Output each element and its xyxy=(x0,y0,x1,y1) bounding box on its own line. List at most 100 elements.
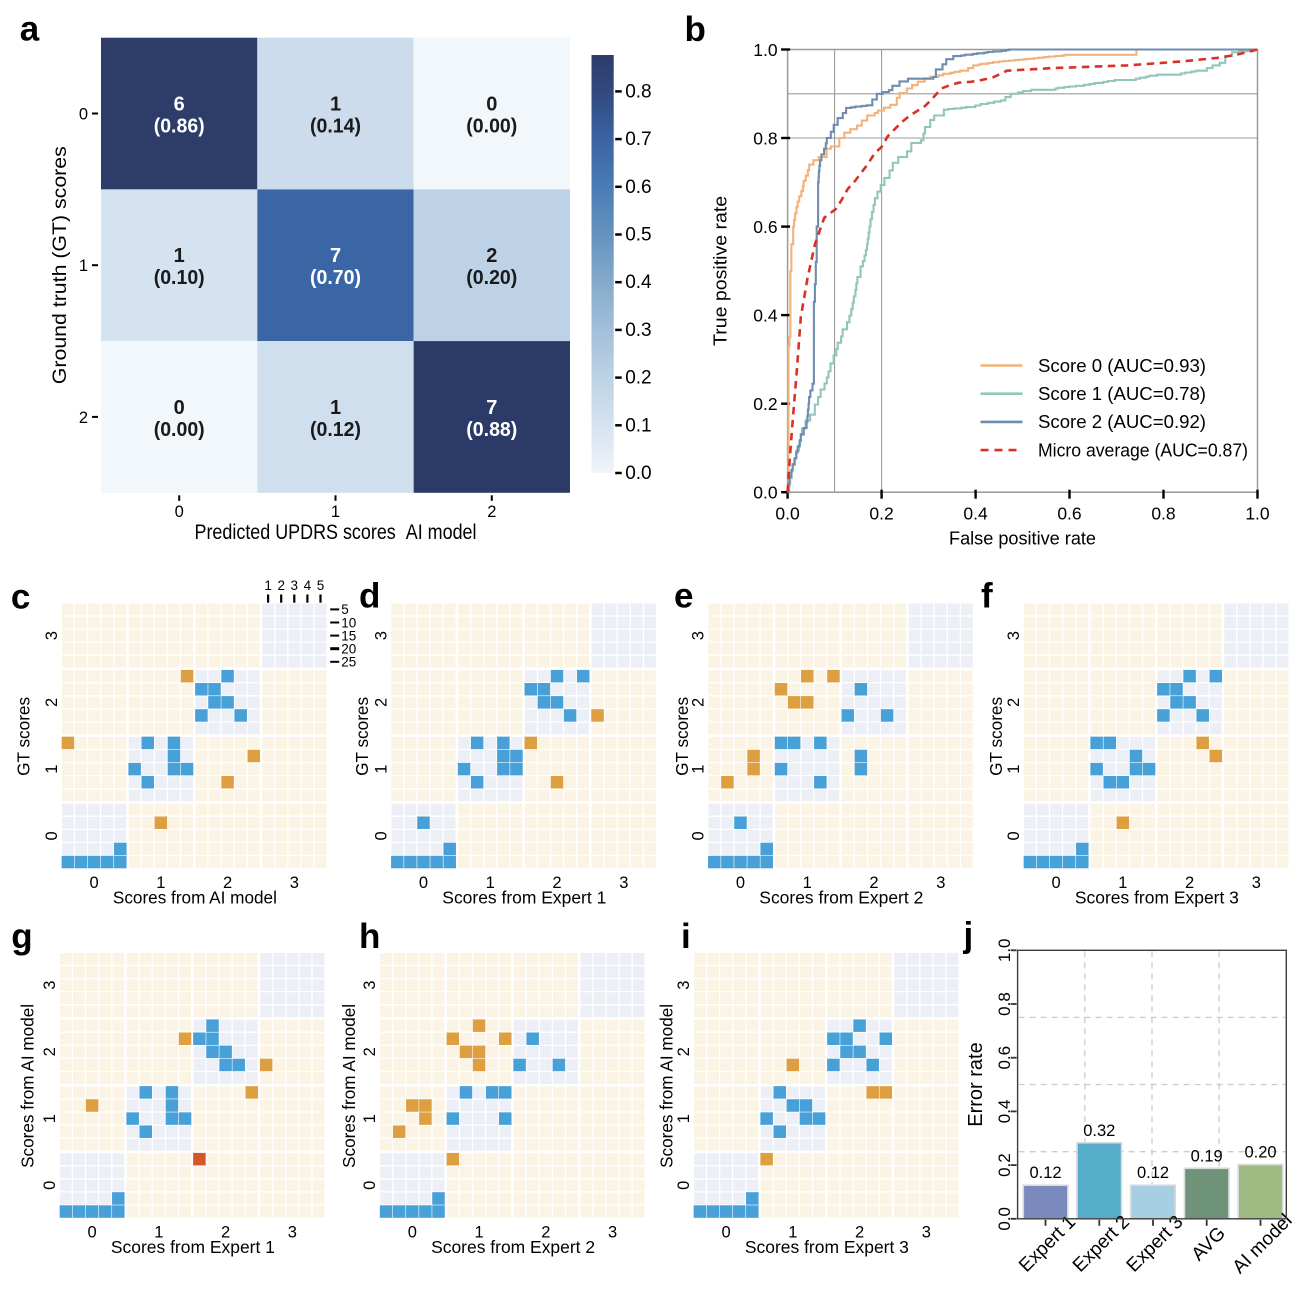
svg-text:(0.20): (0.20) xyxy=(466,267,517,289)
svg-text:2: 2 xyxy=(1185,874,1194,892)
svg-text:3: 3 xyxy=(372,631,390,640)
svg-text:1: 1 xyxy=(43,765,61,774)
svg-text:d: d xyxy=(359,577,380,616)
svg-text:0.4: 0.4 xyxy=(995,1100,1014,1124)
svg-text:2: 2 xyxy=(541,1224,550,1242)
svg-text:GT scores: GT scores xyxy=(986,697,1006,776)
svg-text:2: 2 xyxy=(869,874,878,892)
svg-text:0: 0 xyxy=(361,1181,379,1190)
svg-text:0.19: 0.19 xyxy=(1191,1147,1223,1165)
svg-text:i: i xyxy=(681,917,691,956)
svg-text:0: 0 xyxy=(689,831,707,840)
svg-text:20: 20 xyxy=(341,642,356,657)
svg-text:1: 1 xyxy=(361,1114,379,1123)
svg-text:3: 3 xyxy=(922,1224,931,1242)
svg-text:(0.14): (0.14) xyxy=(310,116,361,138)
svg-text:1: 1 xyxy=(330,94,341,116)
svg-text:e: e xyxy=(674,577,693,616)
svg-text:3: 3 xyxy=(608,1224,617,1242)
svg-text:0.0: 0.0 xyxy=(775,503,800,523)
svg-text:1: 1 xyxy=(331,503,340,521)
svg-text:0.3: 0.3 xyxy=(625,320,651,341)
svg-text:2: 2 xyxy=(689,698,707,707)
svg-text:Scores from Expert 1: Scores from Expert 1 xyxy=(111,1237,275,1257)
svg-text:3: 3 xyxy=(361,981,379,990)
svg-text:0.2: 0.2 xyxy=(995,1153,1014,1177)
svg-text:Scores from AI model: Scores from AI model xyxy=(657,1004,677,1168)
svg-text:(0.70): (0.70) xyxy=(310,267,361,289)
svg-text:2: 2 xyxy=(487,503,496,521)
svg-text:Score 2 (AUC=0.92): Score 2 (AUC=0.92) xyxy=(1038,412,1206,432)
svg-text:0.7: 0.7 xyxy=(625,129,651,150)
svg-text:0: 0 xyxy=(90,874,99,892)
svg-text:0.4: 0.4 xyxy=(625,272,652,293)
svg-text:2: 2 xyxy=(855,1224,864,1242)
svg-text:0: 0 xyxy=(722,1224,731,1242)
svg-text:0.32: 0.32 xyxy=(1083,1122,1115,1140)
svg-text:3: 3 xyxy=(1252,874,1261,892)
svg-text:2: 2 xyxy=(43,698,61,707)
svg-text:0: 0 xyxy=(736,874,745,892)
svg-text:15: 15 xyxy=(341,628,356,643)
svg-text:0.8: 0.8 xyxy=(1151,503,1175,523)
svg-text:5: 5 xyxy=(341,602,349,617)
svg-text:0.5: 0.5 xyxy=(625,225,651,246)
svg-text:3: 3 xyxy=(936,874,945,892)
svg-text:1: 1 xyxy=(675,1114,693,1123)
svg-text:GT scores: GT scores xyxy=(672,697,692,776)
svg-text:2: 2 xyxy=(675,1047,693,1056)
svg-text:1: 1 xyxy=(1118,874,1127,892)
svg-text:0: 0 xyxy=(79,106,88,124)
svg-text:0: 0 xyxy=(1005,831,1023,840)
svg-text:Score 1 (AUC=0.78): Score 1 (AUC=0.78) xyxy=(1038,384,1206,404)
svg-text:1.0: 1.0 xyxy=(753,40,778,60)
svg-text:0.0: 0.0 xyxy=(995,1207,1014,1231)
svg-text:(0.88): (0.88) xyxy=(466,419,517,441)
svg-text:2: 2 xyxy=(223,874,232,892)
svg-text:g: g xyxy=(11,917,32,956)
svg-text:3: 3 xyxy=(290,874,299,892)
svg-text:Error rate: Error rate xyxy=(965,1042,987,1126)
svg-text:GT scores: GT scores xyxy=(14,697,34,776)
svg-text:0.0: 0.0 xyxy=(753,483,778,503)
svg-text:4: 4 xyxy=(304,578,312,593)
svg-text:1.0: 1.0 xyxy=(995,938,1014,962)
svg-text:0: 0 xyxy=(419,874,428,892)
svg-text:1: 1 xyxy=(803,874,812,892)
svg-text:0.8: 0.8 xyxy=(625,81,651,102)
svg-text:1: 1 xyxy=(154,1224,163,1242)
svg-text:Scores from AI model: Scores from AI model xyxy=(339,1004,359,1168)
svg-text:3: 3 xyxy=(675,981,693,990)
svg-text:0: 0 xyxy=(88,1224,97,1242)
svg-text:(0.86): (0.86) xyxy=(154,116,205,138)
svg-text:(0.00): (0.00) xyxy=(154,419,205,441)
svg-text:0.12: 0.12 xyxy=(1137,1164,1169,1182)
svg-text:Micro average (AUC=0.87): Micro average (AUC=0.87) xyxy=(1038,440,1248,460)
svg-text:Scores from Expert 1: Scores from Expert 1 xyxy=(442,888,606,908)
svg-text:(0.12): (0.12) xyxy=(310,419,361,441)
svg-text:Score 0 (AUC=0.93): Score 0 (AUC=0.93) xyxy=(1038,356,1206,376)
svg-text:0: 0 xyxy=(175,503,184,521)
svg-text:0: 0 xyxy=(41,1181,59,1190)
svg-text:1: 1 xyxy=(174,245,185,267)
svg-text:Scores from Expert 3: Scores from Expert 3 xyxy=(745,1237,909,1257)
svg-text:2: 2 xyxy=(1005,698,1023,707)
svg-text:c: c xyxy=(11,577,30,616)
svg-text:0.6: 0.6 xyxy=(995,1046,1014,1070)
svg-text:Scores from AI model: Scores from AI model xyxy=(18,1004,38,1168)
svg-text:7: 7 xyxy=(330,245,341,267)
svg-text:0.2: 0.2 xyxy=(625,368,651,389)
svg-text:f: f xyxy=(981,577,993,616)
svg-text:0: 0 xyxy=(43,831,61,840)
svg-text:0: 0 xyxy=(408,1224,417,1242)
svg-text:6: 6 xyxy=(174,94,185,116)
svg-text:(0.00): (0.00) xyxy=(466,116,517,138)
svg-text:0.8: 0.8 xyxy=(753,128,777,148)
svg-text:2: 2 xyxy=(372,698,390,707)
svg-text:0: 0 xyxy=(675,1181,693,1190)
svg-text:1: 1 xyxy=(689,765,707,774)
svg-text:0: 0 xyxy=(174,397,185,419)
svg-text:1: 1 xyxy=(156,874,165,892)
svg-text:True positive rate: True positive rate xyxy=(710,196,731,346)
svg-text:0.6: 0.6 xyxy=(625,177,651,198)
